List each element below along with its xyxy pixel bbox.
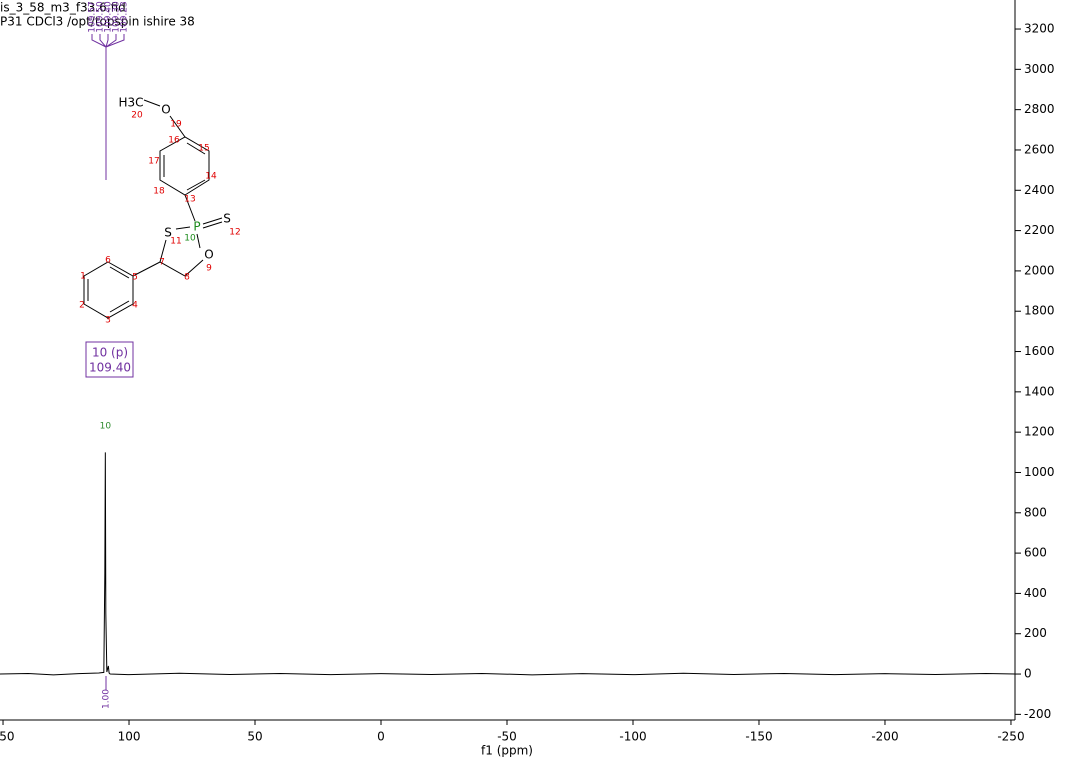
atom-number: 4 <box>132 301 138 311</box>
x-tick-label: -150 <box>745 730 772 744</box>
peak-label: 109.40 <box>104 1 114 33</box>
x-tick-label: 150 <box>0 730 14 744</box>
x-tick-label: -100 <box>619 730 646 744</box>
atom-number: 13 <box>184 195 195 205</box>
atom-number: 18 <box>153 187 165 197</box>
peak-assignment: 10 <box>100 422 112 432</box>
atom-number: 9 <box>206 264 212 274</box>
y-tick-label: 200 <box>1024 626 1047 640</box>
multiplet-label: 10 (p) <box>92 346 128 360</box>
atom-label: O <box>204 248 213 262</box>
y-tick-label: 1200 <box>1024 425 1055 439</box>
atom-number: 14 <box>205 172 217 182</box>
atom-number: 12 <box>229 228 240 238</box>
y-tick-label: 3200 <box>1024 22 1055 36</box>
atom-number: 17 <box>148 157 159 167</box>
y-tick-label: 600 <box>1024 546 1047 560</box>
chart-title: is_3_58_m3_f33.6.fid <box>0 1 126 15</box>
y-tick-label: 2800 <box>1024 102 1055 116</box>
peak-label: 109.50 <box>96 1 106 33</box>
atom-label: H3C <box>118 96 143 110</box>
y-tick-label: 1800 <box>1024 304 1055 318</box>
molecule-bonds <box>83 99 223 319</box>
spectrum-line <box>0 452 1016 676</box>
x-tick-label: 100 <box>118 730 141 744</box>
x-tick-label: 50 <box>247 730 262 744</box>
atom-number: 5 <box>132 273 138 283</box>
atom-label: S <box>164 226 172 240</box>
atom-number: 15 <box>198 144 209 154</box>
atom-number: 10 <box>184 234 196 244</box>
chart-subtitle: P31 CDCl3 /opt/topspin ishire 38 <box>0 15 195 29</box>
y-tick-label: 2400 <box>1024 183 1055 197</box>
integral-value: 1.00 <box>102 689 112 709</box>
atom-number: 6 <box>105 256 111 266</box>
peak-label: 109.30 <box>112 1 122 33</box>
atom-label: S <box>223 212 231 226</box>
atom-number: 20 <box>131 111 143 121</box>
y-tick-label: -200 <box>1024 707 1051 721</box>
y-tick-label: 2000 <box>1024 263 1055 277</box>
multiplet-shift: 109.40 <box>89 361 131 375</box>
atom-number: 7 <box>159 258 165 268</box>
y-tick-label: 400 <box>1024 586 1047 600</box>
atom-number: 16 <box>168 136 180 146</box>
y-tick-label: 1400 <box>1024 384 1055 398</box>
x-tick-label: -50 <box>497 730 517 744</box>
peak-label-connectors <box>85 34 134 690</box>
y-tick-label: 0 <box>1024 667 1032 681</box>
x-tick-label: -200 <box>871 730 898 744</box>
y-tick-label: 1000 <box>1024 465 1055 479</box>
atom-label: O <box>161 103 170 117</box>
y-tick-label: 1600 <box>1024 344 1055 358</box>
y-tick-label: 2600 <box>1024 142 1055 156</box>
y-tick-label: 800 <box>1024 505 1047 519</box>
x-tick-label: -250 <box>997 730 1024 744</box>
peak-label: 109.57 <box>88 1 98 33</box>
x-tick-label: 0 <box>377 730 385 744</box>
peak-label: 109.23 <box>120 1 130 33</box>
atom-label: P <box>193 220 200 234</box>
y-tick-label: 3000 <box>1024 62 1055 76</box>
atom-number: 1 <box>80 272 86 282</box>
atom-number: 2 <box>79 301 85 311</box>
y-tick-label: 2200 <box>1024 223 1055 237</box>
x-axis-label: f1 (ppm) <box>481 744 533 758</box>
atom-number: 8 <box>184 273 190 283</box>
atom-number: 19 <box>170 120 182 130</box>
atom-number: 11 <box>170 237 181 247</box>
atom-number: 3 <box>105 316 111 326</box>
